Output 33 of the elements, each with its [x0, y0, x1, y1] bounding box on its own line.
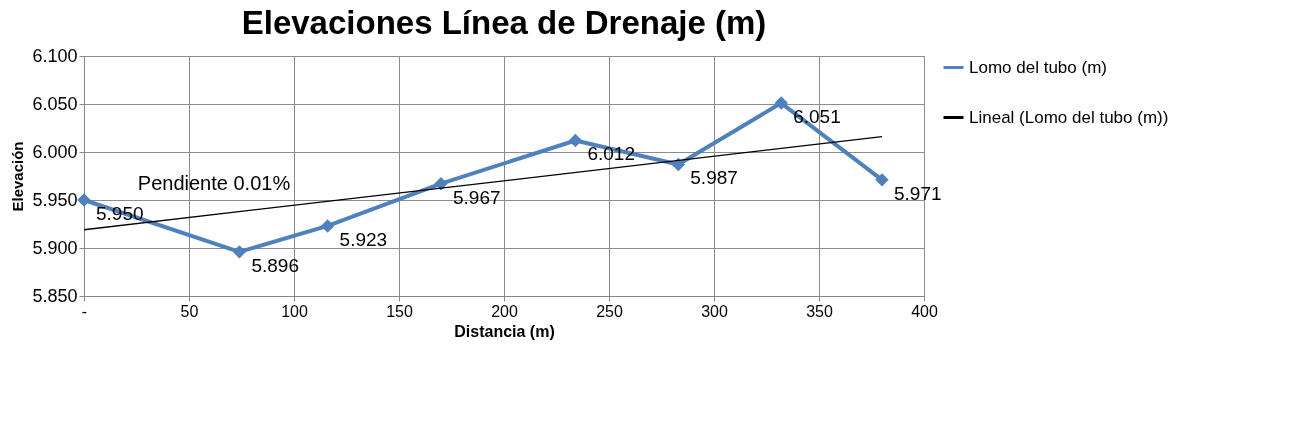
- x-tick-label: 150: [386, 302, 413, 320]
- data-label: 5.971: [894, 182, 942, 204]
- point: [875, 173, 889, 187]
- data-label: 5.987: [690, 167, 738, 189]
- x-tick-label: 400: [911, 302, 938, 320]
- x-tick-label: 350: [806, 302, 833, 320]
- point: [774, 96, 788, 110]
- x-tick-label: -: [81, 302, 88, 320]
- data-label: 6.012: [587, 143, 635, 165]
- y-tick-label: 5.850: [32, 285, 78, 306]
- annotation: Pendiente 0.01%: [137, 172, 291, 194]
- x-tick-label: 250: [596, 302, 623, 320]
- legend-label: Lomo del tubo (m): [969, 57, 1107, 77]
- y-tick-label: 6.050: [32, 93, 78, 114]
- y-axis-title: Elevación: [9, 141, 27, 212]
- point: [232, 245, 247, 259]
- point: [568, 133, 583, 148]
- x-axis-title: Distancia (m): [454, 322, 555, 340]
- y-tick-label: 5.900: [32, 237, 78, 258]
- point: [77, 193, 91, 207]
- y-tick-label: 6.100: [32, 45, 78, 66]
- legend-label: Lineal (Lomo del tubo (m)): [969, 107, 1169, 127]
- x-tick-label: 50: [180, 302, 199, 320]
- chart-title: Elevaciones Línea de Drenaje (m): [241, 4, 767, 41]
- y-tick-label: 6.000: [32, 141, 78, 162]
- data-label: 5.967: [453, 186, 501, 208]
- data-label: 5.923: [339, 228, 388, 250]
- x-tick-label: 200: [491, 302, 518, 320]
- x-tick-label: 100: [281, 302, 308, 320]
- x-tick-label: 300: [701, 302, 728, 320]
- point: [320, 219, 335, 233]
- y-tick-label: 5.950: [32, 189, 78, 210]
- data-label: 5.896: [251, 254, 299, 276]
